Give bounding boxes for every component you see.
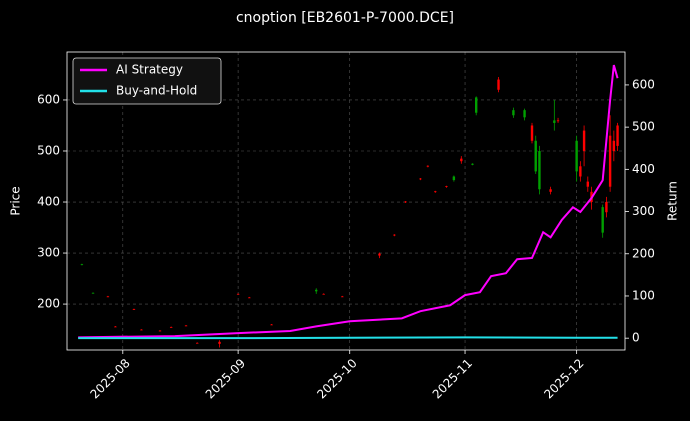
candle-body <box>471 163 474 165</box>
candle-body <box>553 120 556 123</box>
candle-body <box>512 110 515 116</box>
y-tick-label: 200 <box>37 297 60 311</box>
candle-body <box>114 326 117 328</box>
candle-body <box>419 178 422 180</box>
candle-body <box>140 329 143 331</box>
legend-label: AI Strategy <box>116 63 183 77</box>
x-tick-label: 2025-08 <box>87 356 132 401</box>
candle-body <box>586 181 589 187</box>
legend-label: Buy-and-Hold <box>116 84 197 98</box>
y-axis-label: Price <box>9 186 23 215</box>
candle-body <box>530 125 534 141</box>
candle-body <box>497 79 500 90</box>
candle-body <box>475 97 478 113</box>
y-tick-label: 500 <box>37 143 60 157</box>
candle-body <box>579 166 582 177</box>
candle-body <box>538 150 541 190</box>
candle-body <box>452 176 456 181</box>
y2-axis-label: Return <box>666 181 680 221</box>
candle-body <box>248 297 251 299</box>
candle-body <box>575 140 578 172</box>
candle-body <box>236 293 240 295</box>
y2-tick-label: 500 <box>632 120 655 134</box>
candle-body <box>445 186 448 188</box>
candle-body <box>605 202 608 213</box>
y2-tick-label: 300 <box>632 204 655 218</box>
plot-frame <box>66 51 626 351</box>
candle-body <box>378 253 381 256</box>
y2-tick-label: 600 <box>632 77 655 91</box>
candle-body <box>608 135 612 187</box>
candle-body <box>523 110 526 118</box>
candle-body <box>169 327 173 328</box>
candle-body <box>549 189 552 192</box>
y-tick-label: 600 <box>37 92 60 106</box>
y2-tick-label: 200 <box>632 246 655 260</box>
y2-tick-label: 100 <box>632 288 655 302</box>
candle-body <box>196 342 199 344</box>
y2-tick-label: 0 <box>632 331 640 345</box>
candle-body <box>132 309 136 310</box>
candle-body <box>218 341 221 344</box>
candle-body <box>270 324 273 326</box>
x-tick-label: 2025-11 <box>430 356 475 401</box>
x-tick-label: 2025-09 <box>203 356 248 401</box>
x-tick-label: 2025-10 <box>314 356 359 401</box>
candle-body <box>158 330 162 332</box>
y-tick-label: 300 <box>37 246 60 260</box>
candle-body <box>601 207 604 233</box>
candle-body <box>426 165 430 167</box>
candle-body <box>582 130 586 151</box>
x-tick-label: 2025-12 <box>541 356 586 401</box>
candle-body <box>534 140 537 172</box>
candle-body <box>460 158 463 162</box>
candle-body <box>80 264 84 266</box>
line-series <box>78 336 618 340</box>
candle-body <box>434 191 437 193</box>
candle-body <box>393 234 396 236</box>
line-series <box>78 64 619 339</box>
legend-box <box>72 57 222 105</box>
candle-body <box>91 292 95 294</box>
candle-body <box>184 325 188 327</box>
candle-body <box>315 289 318 292</box>
chart-title: cnoption [EB2601-P-7000.DCE] <box>236 10 454 26</box>
candle-body <box>322 293 325 295</box>
legend: AI Strategy Buy-and-Hold <box>72 57 222 105</box>
candle-body <box>106 296 110 298</box>
y2-tick-label: 400 <box>632 162 655 176</box>
candle-body <box>404 201 407 203</box>
candle-body <box>616 125 619 146</box>
y-tick-label: 400 <box>37 195 60 209</box>
candle-body <box>556 120 560 122</box>
candle-body <box>341 296 344 298</box>
candle-body <box>612 140 616 151</box>
